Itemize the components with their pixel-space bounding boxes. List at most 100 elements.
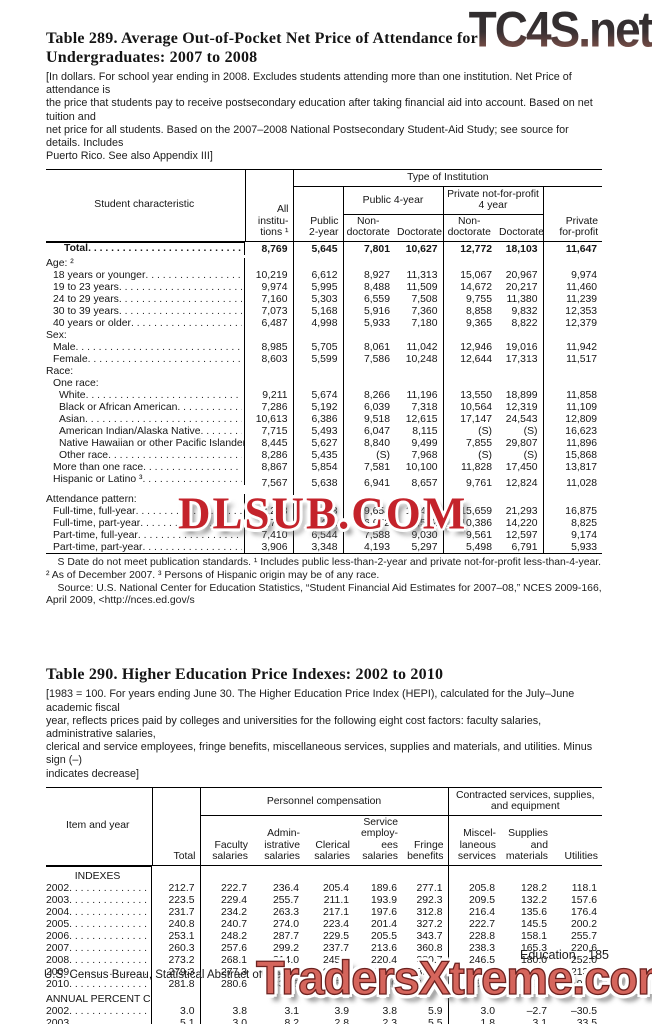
table-cell: 4,998 xyxy=(293,317,344,330)
row-label: Age: ² xyxy=(46,257,245,270)
table-cell: 11,647 xyxy=(543,240,603,258)
table-cell: 3.9 xyxy=(334,1006,349,1018)
table-cell: 7,751 xyxy=(245,517,294,530)
table-cell: 248.2 xyxy=(220,930,247,942)
table-cell: 238.3 xyxy=(468,942,495,954)
table-cell: 327.2 xyxy=(402,918,449,931)
table-cell: 8,061 xyxy=(363,341,390,353)
table-289: Student characteristic All institu- tion… xyxy=(46,169,603,555)
group-header-private-nfp-4year: Private not-for-profit 4 year xyxy=(443,186,544,215)
row-label: Total xyxy=(46,241,245,255)
table-cell: 223.5 xyxy=(152,894,201,907)
row-label: 30 to 39 years xyxy=(46,305,245,318)
table-cell: 8,115 xyxy=(395,425,444,438)
table-289-footnotes: S Date do not meet publication standards… xyxy=(46,557,602,607)
table-cell: 6,672 xyxy=(363,517,390,529)
row-label: Asian xyxy=(46,413,245,426)
table-cell: 2.3 xyxy=(382,1018,397,1024)
table-cell: 314.0 xyxy=(272,954,299,966)
column-header-item-and-year: Item and year xyxy=(46,787,153,866)
table-cell: 222.7 xyxy=(468,918,495,930)
table-cell xyxy=(500,990,552,1006)
table-cell: 5.5 xyxy=(402,1017,449,1024)
column-header-fringe-benefits: Fringe benefits xyxy=(402,815,449,866)
table-cell: 280.6 xyxy=(220,978,247,990)
table-cell: 292.3 xyxy=(402,894,449,907)
table-cell: 205.5 xyxy=(370,930,397,942)
table-cell xyxy=(293,377,344,390)
table-cell: 9,174 xyxy=(571,529,598,541)
table-cell: 8,657 xyxy=(395,473,444,494)
table-cell: 251.6 xyxy=(322,966,349,978)
table-cell xyxy=(395,493,444,506)
column-header-miscellaneous-services: Miscel- laneous services xyxy=(457,828,496,863)
table-cell: 7,581 xyxy=(363,461,390,473)
table-cell xyxy=(497,365,544,378)
table-cell: 6,544 xyxy=(293,529,344,542)
table-cell: 201.4 xyxy=(370,918,397,930)
column-header-doctorate: Doctorate xyxy=(497,214,544,242)
table-cell: 11,028 xyxy=(566,478,598,490)
row-label: Sex: xyxy=(46,329,245,342)
table-290-body: INDEXES2002212.7222.7236.4205.4189.6277.… xyxy=(46,864,602,1024)
table-cell xyxy=(448,990,500,1006)
table-cell: 3.0 xyxy=(152,1005,201,1018)
table-cell: 12,644 xyxy=(460,353,492,365)
column-header-all-institutions: All institu- tions ¹ xyxy=(245,169,294,242)
row-label: 24 to 29 years xyxy=(46,293,245,306)
table-cell: 193.9 xyxy=(370,894,397,906)
table-cell: 212.7 xyxy=(152,882,201,895)
table-cell xyxy=(395,377,444,390)
table-cell: 9,974 xyxy=(571,270,598,281)
table-cell: 337.6 xyxy=(272,978,299,990)
table-cell: 12,615 xyxy=(395,413,444,426)
group-header-personnel-compensation: Personnel compensation xyxy=(200,787,449,816)
table-cell: 10,564 xyxy=(460,401,492,413)
table-cell: 5,933 xyxy=(363,317,390,329)
table-cell: 213.6 xyxy=(370,942,397,954)
row-label: Other race xyxy=(46,449,245,462)
table-cell xyxy=(293,493,344,506)
table-cell: 277.3 xyxy=(220,966,247,978)
table-cell: 181.6 xyxy=(520,966,547,978)
table-cell xyxy=(354,864,402,883)
table-cell xyxy=(293,365,344,378)
table-cell: 7,410 xyxy=(245,529,294,542)
table-cell xyxy=(402,990,449,1006)
table-cell: 360.8 xyxy=(402,942,449,955)
table-cell: 394.4 xyxy=(402,966,449,979)
table-cell: 6,612 xyxy=(293,269,344,282)
table-cell: 13,817 xyxy=(565,461,598,473)
table-cell: 10,627 xyxy=(395,240,444,258)
table-cell: 4,193 xyxy=(363,541,390,553)
table-cell: (S) xyxy=(376,449,390,461)
table-cell: 3.0 xyxy=(480,1006,495,1018)
column-header-faculty-salaries: Faculty salaries xyxy=(212,839,248,863)
table-cell xyxy=(304,990,354,1006)
table-cell: 220.6 xyxy=(570,942,597,954)
table-cell: 11,313 xyxy=(395,269,444,282)
table-cell: 11,380 xyxy=(497,293,544,306)
table-cell: 12,824 xyxy=(497,473,544,494)
table-cell: 213.8 xyxy=(570,966,597,978)
table-cell: 158.1 xyxy=(520,930,547,942)
table-cell: 8,769 xyxy=(245,240,294,258)
table-cell: 12,772 xyxy=(443,240,497,258)
table-cell: 330.9 xyxy=(272,966,299,978)
table-cell: 255.7 xyxy=(570,930,597,942)
table-cell: 9,761 xyxy=(465,478,492,490)
table-cell: 11,042 xyxy=(395,341,444,354)
table-cell: 9,365 xyxy=(465,317,492,329)
table-cell: 216.4 xyxy=(468,906,495,918)
table-cell xyxy=(448,864,500,883)
table-cell: 217.1 xyxy=(322,906,349,918)
row-label: 2009 xyxy=(46,966,152,979)
table-cell: 20,967 xyxy=(497,269,544,282)
table-cell: 8,985 xyxy=(245,341,294,354)
table-cell: 5,627 xyxy=(293,437,344,450)
table-cell: 380.7 xyxy=(402,954,449,967)
